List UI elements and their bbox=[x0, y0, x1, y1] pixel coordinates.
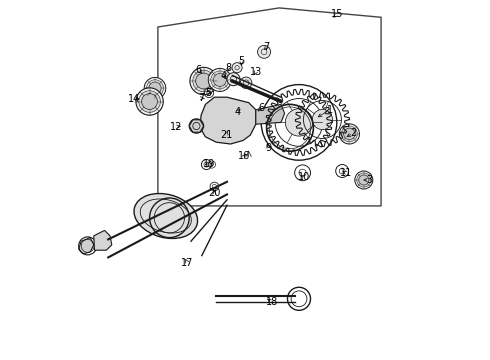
Circle shape bbox=[342, 126, 357, 142]
Circle shape bbox=[208, 68, 231, 91]
Text: 19: 19 bbox=[203, 159, 215, 169]
Text: 7: 7 bbox=[198, 93, 204, 103]
Circle shape bbox=[285, 109, 313, 136]
Text: 7: 7 bbox=[264, 42, 270, 52]
Circle shape bbox=[139, 91, 160, 112]
Text: 13: 13 bbox=[250, 67, 262, 77]
Text: 20: 20 bbox=[208, 188, 220, 198]
Circle shape bbox=[339, 124, 360, 144]
Text: 17: 17 bbox=[181, 258, 194, 268]
Circle shape bbox=[312, 109, 333, 130]
Text: 8: 8 bbox=[226, 63, 232, 73]
Text: 6: 6 bbox=[258, 103, 264, 113]
Circle shape bbox=[240, 77, 252, 89]
Circle shape bbox=[258, 45, 270, 58]
Text: 4: 4 bbox=[235, 107, 241, 117]
Text: 21: 21 bbox=[220, 130, 232, 140]
Text: 16: 16 bbox=[238, 151, 250, 161]
Circle shape bbox=[190, 67, 217, 95]
Circle shape bbox=[359, 175, 369, 185]
Polygon shape bbox=[200, 97, 256, 144]
Text: 15: 15 bbox=[331, 9, 343, 19]
Polygon shape bbox=[79, 238, 94, 254]
Text: 11: 11 bbox=[340, 168, 352, 178]
Text: 4: 4 bbox=[220, 71, 226, 81]
Ellipse shape bbox=[134, 194, 197, 238]
Text: 1: 1 bbox=[326, 105, 333, 115]
Circle shape bbox=[193, 70, 215, 92]
Text: 10: 10 bbox=[297, 172, 310, 182]
Text: 12: 12 bbox=[171, 122, 183, 132]
Circle shape bbox=[196, 73, 212, 89]
Circle shape bbox=[227, 73, 240, 86]
Text: 5: 5 bbox=[238, 56, 245, 66]
Text: 14: 14 bbox=[128, 94, 140, 104]
Circle shape bbox=[189, 119, 204, 133]
Text: 2: 2 bbox=[350, 128, 356, 138]
Circle shape bbox=[232, 63, 242, 73]
Circle shape bbox=[357, 173, 371, 187]
Circle shape bbox=[147, 80, 164, 96]
Text: 3: 3 bbox=[366, 175, 372, 185]
Text: 18: 18 bbox=[266, 297, 278, 307]
Text: 9: 9 bbox=[266, 143, 271, 153]
Polygon shape bbox=[94, 230, 112, 250]
Circle shape bbox=[355, 171, 373, 189]
Circle shape bbox=[343, 128, 355, 140]
Circle shape bbox=[211, 71, 229, 89]
Circle shape bbox=[213, 73, 226, 86]
Polygon shape bbox=[256, 104, 285, 124]
Circle shape bbox=[142, 94, 157, 109]
Text: 6: 6 bbox=[195, 65, 201, 75]
Text: 5: 5 bbox=[205, 88, 211, 98]
Circle shape bbox=[136, 88, 163, 115]
Circle shape bbox=[149, 82, 161, 94]
Circle shape bbox=[144, 77, 166, 99]
